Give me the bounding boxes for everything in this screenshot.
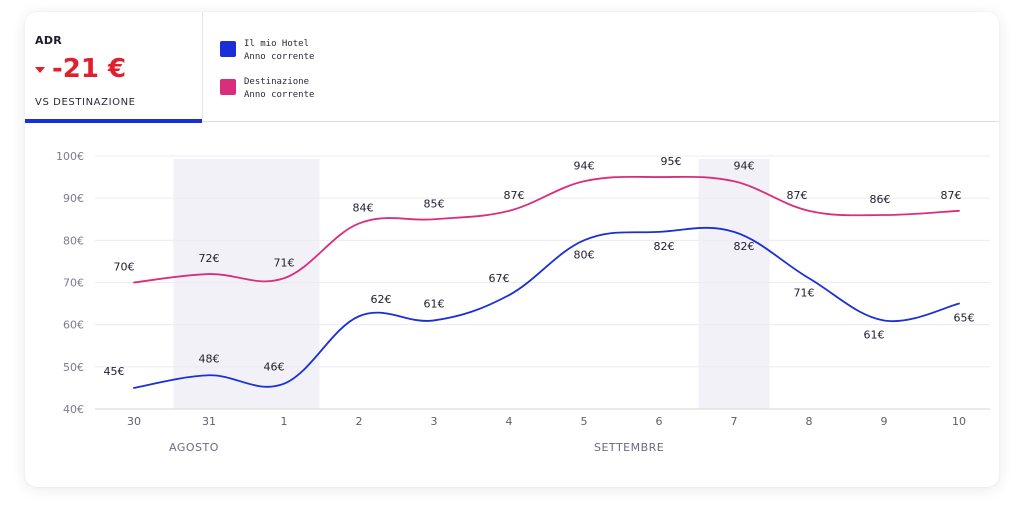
legend-item-hotel[interactable]: Il mio Hotel Anno corrente	[220, 38, 314, 64]
kpi-value: -21 €	[52, 54, 126, 84]
legend-item-destination[interactable]: Destinazione Anno corrente	[220, 76, 314, 102]
legend-hotel-line2: Anno corrente	[244, 51, 314, 64]
kpi-label: ADR	[35, 34, 62, 47]
card-header: ADR -21 € VS DESTINAZIONE Il mio Hotel A…	[25, 12, 999, 122]
adr-card: ADR -21 € VS DESTINAZIONE Il mio Hotel A…	[25, 12, 999, 487]
legend-hotel-line1: Il mio Hotel	[244, 38, 314, 51]
header-divider	[202, 121, 999, 122]
kpi-tab[interactable]: ADR -21 € VS DESTINAZIONE	[25, 12, 203, 122]
caret-down-icon	[35, 67, 45, 73]
legend-swatch-destination	[220, 79, 236, 95]
legend-destination-line2: Anno corrente	[244, 89, 314, 102]
active-tab-indicator	[25, 119, 202, 123]
legend-destination-line1: Destinazione	[244, 76, 314, 89]
kpi-subtitle: VS DESTINAZIONE	[35, 97, 136, 108]
legend-text-hotel: Il mio Hotel Anno corrente	[244, 38, 314, 64]
kpi-value-row: -21 €	[35, 54, 126, 84]
legend-swatch-hotel	[220, 41, 236, 57]
legend-text-destination: Destinazione Anno corrente	[244, 76, 314, 102]
